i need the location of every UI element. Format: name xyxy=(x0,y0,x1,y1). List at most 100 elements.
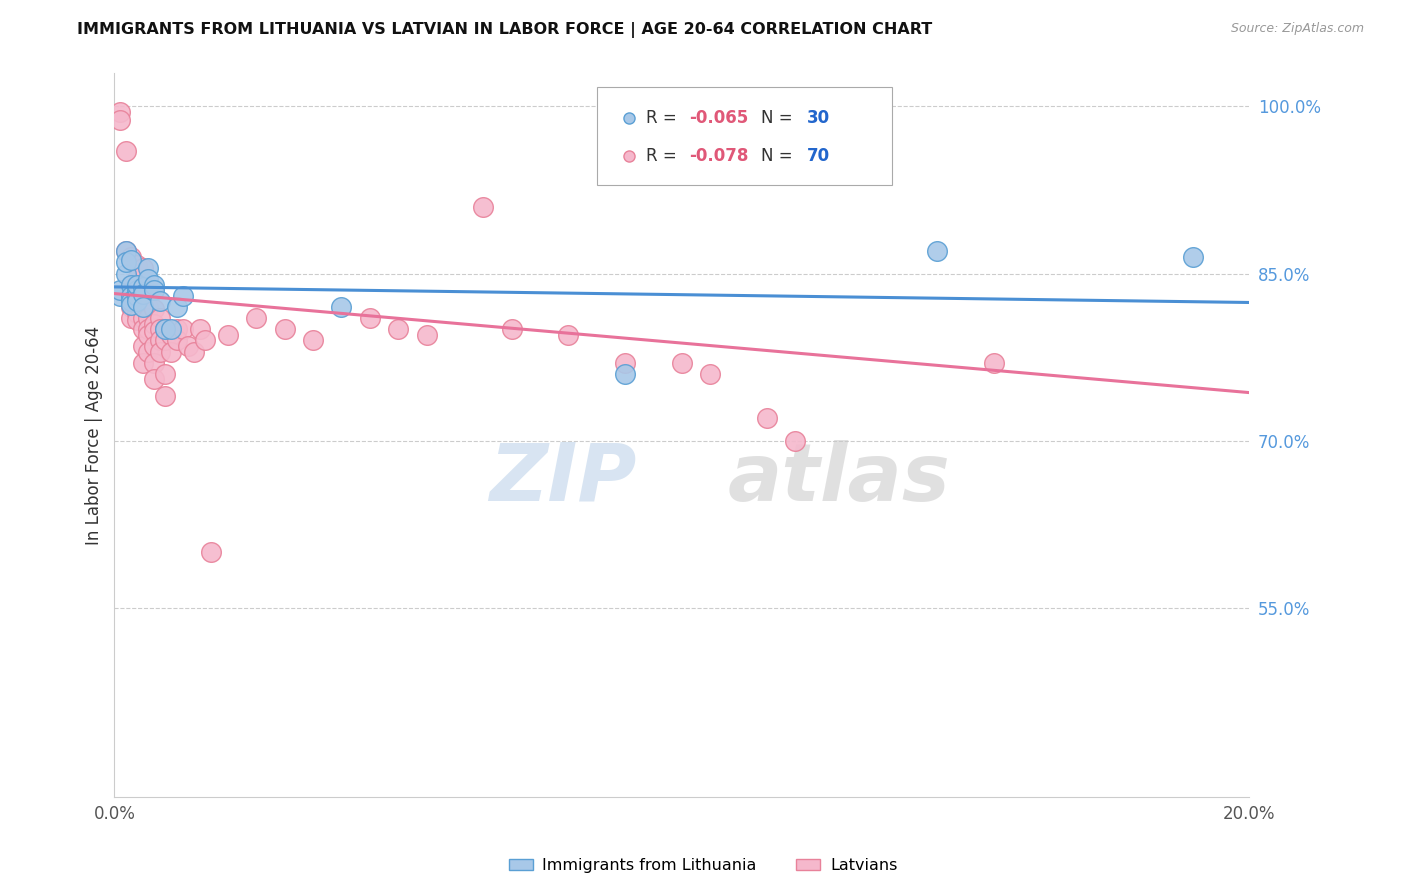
Point xyxy=(614,356,637,370)
Point xyxy=(132,289,155,303)
Point xyxy=(143,283,166,297)
Point xyxy=(120,277,142,292)
Point xyxy=(138,272,160,286)
Point xyxy=(245,311,267,326)
Text: Source: ZipAtlas.com: Source: ZipAtlas.com xyxy=(1230,22,1364,36)
Point xyxy=(155,322,177,336)
Point xyxy=(557,327,579,342)
Point xyxy=(699,367,721,381)
Point xyxy=(200,545,222,559)
Point xyxy=(149,294,172,309)
Point xyxy=(330,300,353,314)
Point xyxy=(143,325,166,339)
Point xyxy=(127,305,149,319)
Point xyxy=(149,311,172,326)
Point xyxy=(132,280,155,294)
Point xyxy=(132,300,155,314)
Point xyxy=(132,311,155,326)
Point xyxy=(138,283,160,297)
Point xyxy=(108,105,131,120)
Point xyxy=(138,327,160,342)
Point xyxy=(387,322,409,336)
Point xyxy=(127,300,149,314)
Point xyxy=(415,327,437,342)
Point xyxy=(138,260,160,275)
Text: N =: N = xyxy=(761,147,799,165)
Point xyxy=(132,356,155,370)
Point xyxy=(132,322,155,336)
Point xyxy=(785,434,807,448)
Text: -0.065: -0.065 xyxy=(689,109,748,127)
Point xyxy=(149,322,172,336)
Point xyxy=(127,294,149,309)
Y-axis label: In Labor Force | Age 20-64: In Labor Force | Age 20-64 xyxy=(86,326,103,545)
Point xyxy=(120,253,142,268)
Point xyxy=(120,300,142,314)
Point xyxy=(127,272,149,286)
Point xyxy=(120,277,142,292)
Point xyxy=(302,334,325,348)
Point xyxy=(120,291,142,305)
Point xyxy=(127,283,149,297)
Point xyxy=(143,317,166,331)
Point xyxy=(108,289,131,303)
Point xyxy=(927,244,949,259)
Point xyxy=(120,294,142,309)
Point xyxy=(172,289,194,303)
Point xyxy=(160,327,183,342)
Point xyxy=(501,322,523,336)
Point xyxy=(155,389,177,403)
Text: R =: R = xyxy=(645,109,682,127)
Point xyxy=(143,372,166,386)
Point xyxy=(127,280,149,294)
Text: N =: N = xyxy=(761,109,799,127)
Point xyxy=(127,313,149,327)
Point xyxy=(120,289,142,303)
Point xyxy=(149,344,172,359)
Point xyxy=(160,344,183,359)
Point xyxy=(149,334,172,348)
Point xyxy=(127,277,149,292)
Point xyxy=(132,286,155,301)
Point xyxy=(138,344,160,359)
Point xyxy=(127,289,149,303)
Point xyxy=(155,334,177,348)
Point xyxy=(172,322,194,336)
Text: ZIP: ZIP xyxy=(489,440,637,517)
Point xyxy=(143,339,166,353)
Point xyxy=(756,411,779,425)
Point xyxy=(273,322,295,336)
Legend: Immigrants from Lithuania, Latvians: Immigrants from Lithuania, Latvians xyxy=(502,852,904,880)
Point xyxy=(143,302,166,317)
Point xyxy=(143,356,166,370)
Point xyxy=(1181,250,1204,264)
FancyBboxPatch shape xyxy=(596,87,891,186)
Point xyxy=(166,322,188,336)
Text: atlas: atlas xyxy=(727,440,950,517)
Text: 30: 30 xyxy=(807,109,830,127)
Point xyxy=(138,322,160,336)
Point xyxy=(166,300,188,314)
Point xyxy=(614,367,637,381)
Point xyxy=(183,344,205,359)
Point xyxy=(127,258,149,272)
Point xyxy=(160,322,183,336)
Point xyxy=(120,298,142,312)
Point xyxy=(108,283,131,297)
Point xyxy=(472,200,495,214)
Text: -0.078: -0.078 xyxy=(689,147,748,165)
Point xyxy=(114,244,136,259)
Text: 70: 70 xyxy=(807,147,830,165)
Point xyxy=(132,300,155,314)
Point xyxy=(138,300,160,314)
Point xyxy=(671,356,693,370)
Text: R =: R = xyxy=(645,147,682,165)
Point xyxy=(120,250,142,264)
Point xyxy=(217,327,239,342)
Point xyxy=(188,322,211,336)
Point xyxy=(155,367,177,381)
Point xyxy=(194,334,217,348)
Point xyxy=(132,260,155,275)
Point xyxy=(166,334,188,348)
Point xyxy=(114,255,136,269)
